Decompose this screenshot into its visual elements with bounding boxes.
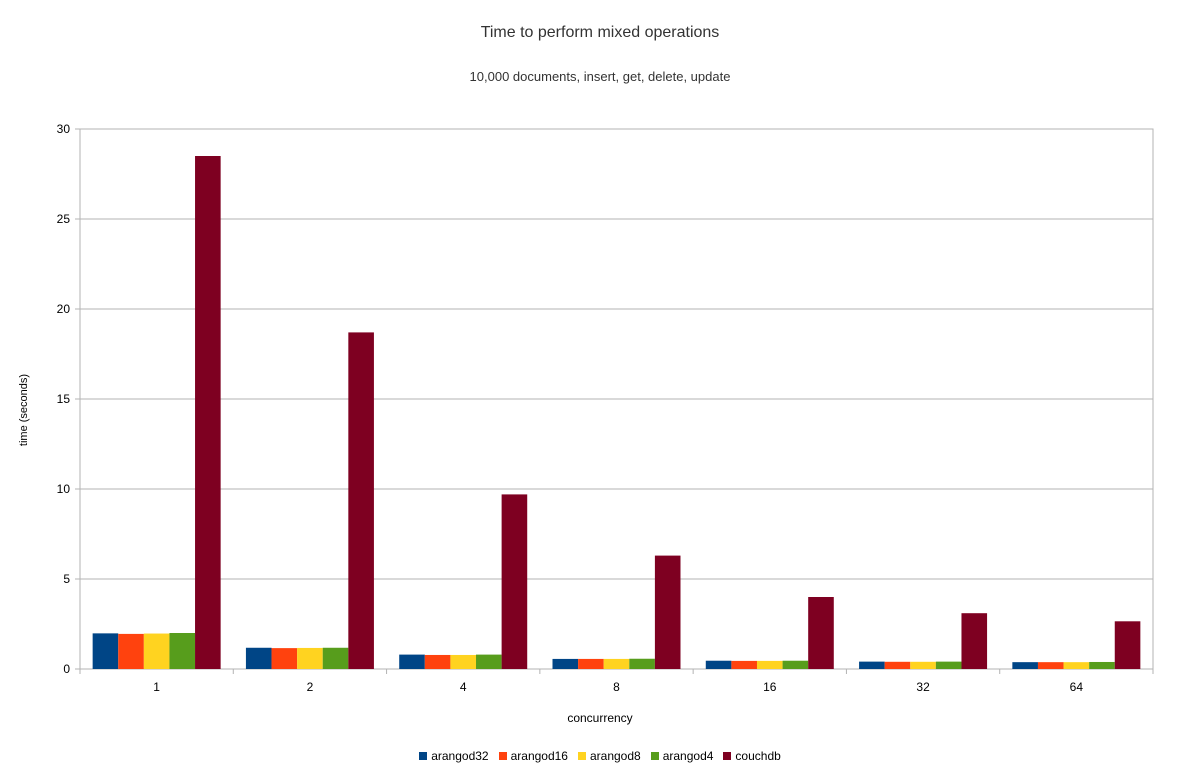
legend-item-arangod4: arangod4	[650, 749, 714, 763]
bar-arangod8	[603, 658, 630, 669]
legend-swatch	[577, 752, 586, 760]
bar-arangod4	[935, 661, 962, 669]
bar-couchdb	[501, 494, 528, 669]
legend-item-arangod8: arangod8	[577, 749, 641, 763]
bar-arangod32	[859, 661, 885, 669]
bar-arangod8	[910, 661, 936, 669]
bar-arangod4	[782, 660, 809, 669]
bar-arangod32	[552, 658, 579, 669]
legend-item-arangod32: arangod32	[419, 749, 489, 763]
x-tick-label: 64	[1070, 680, 1084, 694]
bar-couchdb	[654, 555, 681, 669]
chart-title: Time to perform mixed operations	[480, 24, 720, 41]
bar-arangod4	[476, 654, 502, 669]
bar-arangod4	[1089, 661, 1115, 669]
bar-arangod16	[271, 648, 298, 669]
y-tick-label: 15	[57, 392, 71, 406]
y-tick-label: 20	[57, 302, 71, 316]
y-tick-label: 25	[57, 212, 71, 226]
bar-couchdb	[348, 332, 374, 669]
bar-arangod8	[756, 660, 783, 669]
legend-label: arangod32	[431, 749, 489, 763]
chart-legend: arangod32 arangod16 arangod8 arangod4 couchd…	[0, 749, 1200, 763]
bar-arangod32	[92, 633, 119, 669]
legend-label: arangod16	[510, 749, 568, 763]
bar-arangod4	[322, 647, 349, 669]
x-tick-label: 16	[763, 680, 777, 694]
legend-item-couchdb: couchdb	[723, 749, 781, 763]
legend-label: arangod4	[662, 749, 714, 763]
legend-label: couchdb	[735, 749, 781, 763]
bar-arangod8	[297, 647, 323, 669]
bar-arangod32	[705, 660, 732, 669]
y-tick-label: 5	[63, 572, 70, 586]
bar-arangod32	[245, 647, 272, 669]
legend-swatch	[419, 752, 428, 760]
legend-swatch	[650, 752, 659, 760]
bar-couchdb	[961, 613, 988, 669]
bar-arangod16	[884, 661, 911, 669]
x-tick-label: 32	[916, 680, 930, 694]
legend-swatch	[498, 752, 507, 760]
bar-arangod16	[118, 633, 144, 669]
x-axis-label: concurrency	[567, 711, 633, 725]
legend-swatch	[723, 752, 732, 760]
bar-arangod8	[143, 633, 170, 669]
bar-couchdb	[1114, 621, 1141, 669]
bar-arangod4	[629, 658, 655, 669]
x-tick-label: 1	[153, 680, 160, 694]
bar-arangod16	[424, 654, 451, 669]
bar-couchdb	[808, 597, 834, 669]
bar-arangod32	[1012, 662, 1038, 669]
bar-arangod16	[578, 658, 604, 669]
bar-arangod8	[1063, 662, 1090, 669]
x-tick-label: 2	[307, 680, 314, 694]
y-tick-label: 30	[57, 122, 71, 136]
bar-arangod16	[731, 660, 757, 669]
y-tick-label: 10	[57, 482, 71, 496]
bar-couchdb	[195, 156, 221, 669]
bar-arangod4	[169, 633, 196, 669]
bar-arangod32	[399, 654, 425, 669]
chart-subtitle: 10,000 documents, insert, get, delete, u…	[469, 69, 731, 84]
y-tick-label: 0	[63, 662, 70, 676]
bar-arangod16	[1037, 662, 1064, 669]
x-tick-label: 4	[460, 680, 467, 694]
x-tick-label: 8	[613, 680, 620, 694]
bar-arangod8	[450, 654, 477, 669]
legend-label: arangod8	[589, 749, 641, 763]
legend-item-arangod16: arangod16	[498, 749, 568, 763]
